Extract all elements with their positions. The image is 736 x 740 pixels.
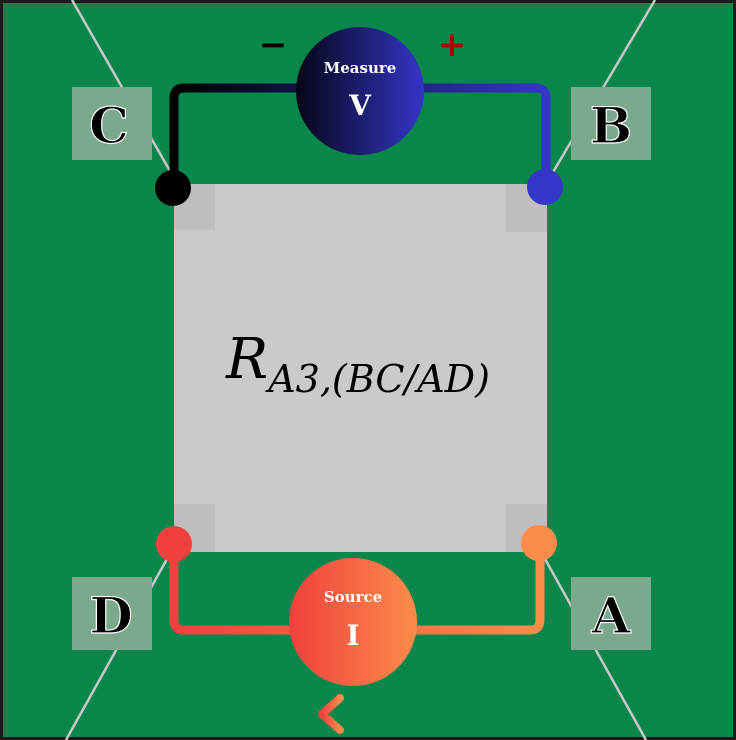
probe-b [527,169,563,205]
svg-text:B: B [590,96,632,155]
corner-label-c: C [72,87,152,160]
corner-label-a: A [571,577,651,650]
probe-a [521,525,557,561]
corner-label-b: B [571,87,651,160]
current-source: Source I [289,558,417,686]
minus-sign: − [259,25,288,65]
svg-text:A: A [591,586,632,645]
svg-text:I: I [346,619,359,652]
sample-square [174,184,547,552]
svg-text:Measure: Measure [324,59,397,77]
current-direction-arrow-icon [318,694,388,734]
voltmeter: Measure V [296,27,424,155]
plus-sign: + [438,25,467,65]
svg-text:C: C [89,96,129,155]
probe-d [156,526,192,562]
resistance-formula: RA3,(BC/AD) [225,327,490,401]
probe-c [155,170,191,206]
svg-text:V: V [348,89,372,122]
corner-label-d: D [72,577,152,650]
svg-text:D: D [89,586,132,645]
svg-text:Source: Source [324,588,382,606]
